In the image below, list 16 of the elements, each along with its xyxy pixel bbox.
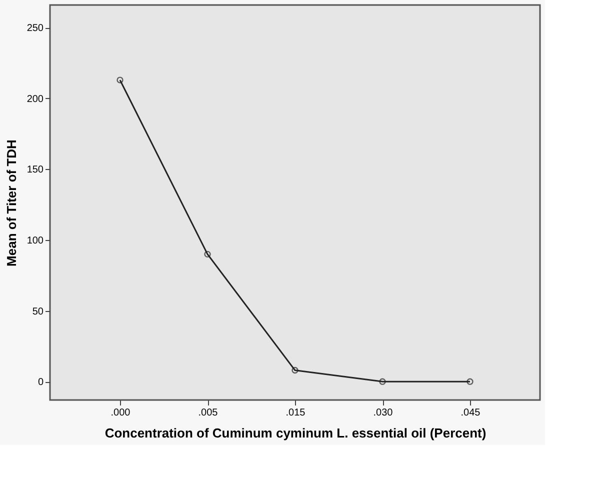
y-tick-label: 0 — [38, 377, 44, 388]
x-axis-title: Concentration of Cuminum cyminum L. essential oil (Percent) — [104, 426, 486, 440]
y-tick-label: 200 — [26, 94, 44, 105]
y-tick-label: 50 — [32, 306, 44, 318]
x-tick-label: .015 — [286, 408, 306, 418]
x-tick-label: .005 — [198, 408, 218, 418]
x-tick-label: .000 — [110, 408, 131, 418]
y-tick-label: 100 — [26, 236, 44, 247]
point — [379, 378, 386, 385]
point — [204, 250, 211, 258]
point — [292, 366, 298, 374]
y-tick-label: 150 — [26, 164, 44, 176]
y-axis-title: Mean of Titer of TDH — [4, 140, 19, 266]
x-tick-label: .030 — [373, 408, 394, 418]
x-tick-label: .045 — [460, 408, 481, 418]
y-tick-label: 250 — [26, 23, 44, 34]
